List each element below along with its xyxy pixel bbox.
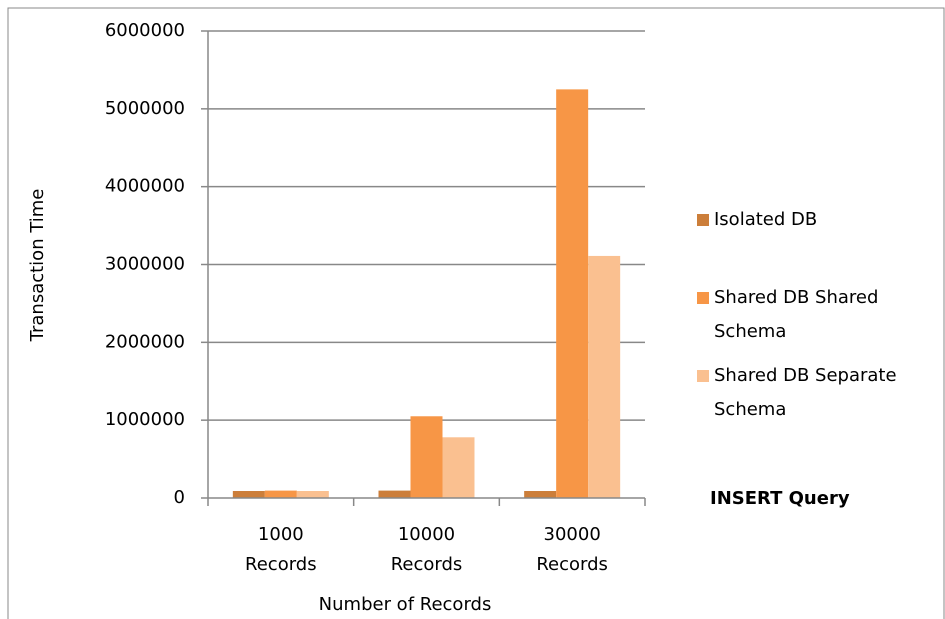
bar	[410, 416, 443, 498]
y-tick-label: 6000000	[105, 20, 185, 41]
bar	[442, 437, 475, 498]
y-tick-label: 1000000	[105, 409, 185, 430]
x-tick-label: 1000 Records	[245, 524, 317, 575]
annotation: INSERT Query	[710, 488, 850, 509]
x-tick-label: 30000 Records	[536, 524, 608, 575]
legend-swatch	[697, 292, 709, 304]
bar	[232, 490, 265, 498]
bar	[296, 490, 329, 498]
y-tick-label: 0	[174, 487, 185, 508]
legend-label: Shared DB Separate Schema	[714, 365, 897, 420]
bar	[588, 255, 621, 498]
legend-label: Shared DB Shared Schema	[714, 287, 879, 342]
legend-swatch	[697, 370, 709, 382]
y-tick-label: 5000000	[105, 98, 185, 119]
y-tick-label: 2000000	[105, 331, 185, 352]
y-axis-title: Transaction Time	[27, 189, 48, 343]
y-tick-label: 4000000	[105, 176, 185, 197]
x-tick-label: 10000 Records	[390, 524, 463, 575]
frame	[7, 7, 945, 619]
bar	[556, 89, 589, 498]
y-tick-label: 3000000	[105, 254, 185, 275]
x-axis-title: Number of Records	[319, 594, 492, 615]
legend-label: Isolated DB	[714, 209, 818, 230]
bar	[524, 490, 557, 498]
bar	[378, 490, 411, 498]
bar	[264, 490, 297, 498]
legend-swatch	[697, 214, 709, 226]
